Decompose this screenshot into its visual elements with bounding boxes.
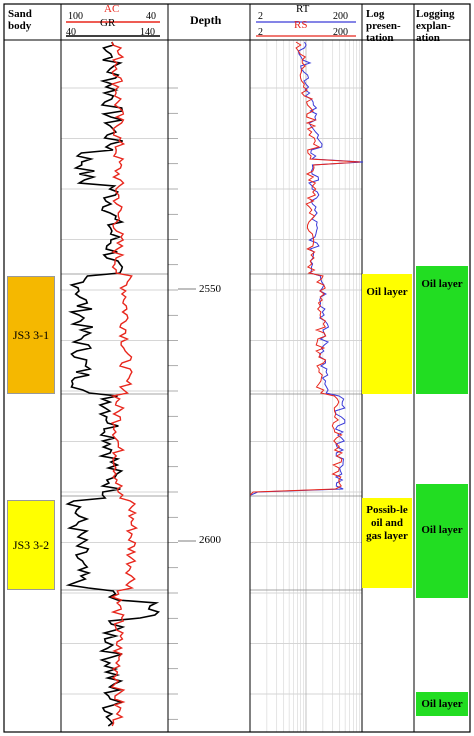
ac-scale-min: 100: [68, 11, 83, 22]
ac-curve-trace: [110, 41, 139, 727]
gr-scale-max: 140: [140, 27, 155, 38]
header-sand-body: Sand body: [8, 8, 32, 32]
gr-scale-min: 40: [66, 27, 76, 38]
rt-scale-max: 200: [333, 11, 348, 22]
gr-curve-name: GR: [100, 17, 116, 29]
rt-curve-name: RT: [296, 3, 310, 15]
header-logging-explanation: Logging explan-ation: [416, 8, 455, 44]
logging-explanation-oil-layer-3: Oil layer: [416, 692, 468, 716]
gr-curve-trace: [65, 41, 161, 727]
rs-curve-trace: [249, 41, 361, 496]
depth-label-2600: 2600: [198, 534, 222, 546]
ac-curve-name: AC: [104, 3, 120, 15]
header-depth: Depth: [190, 13, 222, 27]
rt-scale-min: 2: [258, 11, 263, 22]
sand-body-js3-3-1: JS3 3-1: [7, 276, 55, 394]
log-presentation-oil-layer: Oil layer: [362, 274, 412, 394]
depth-label-2550: 2550: [198, 283, 222, 295]
rs-scale-max: 200: [333, 27, 348, 38]
rs-scale-min: 2: [258, 27, 263, 38]
logging-explanation-oil-layer-2: Oil layer: [416, 484, 468, 598]
header-log-presentation: Log presen-tation: [366, 8, 401, 44]
log-presentation-possible-oil-gas: Possib-le oil and gas layer: [362, 498, 412, 588]
frame-border: [3, 3, 471, 733]
rs-curve-name: RS: [294, 19, 308, 31]
ac-scale-max: 40: [146, 11, 156, 22]
logging-explanation-oil-layer-1: Oil layer: [416, 266, 468, 394]
rt-curve-trace: [250, 41, 364, 496]
sand-body-js3-3-2: JS3 3-2: [7, 500, 55, 590]
